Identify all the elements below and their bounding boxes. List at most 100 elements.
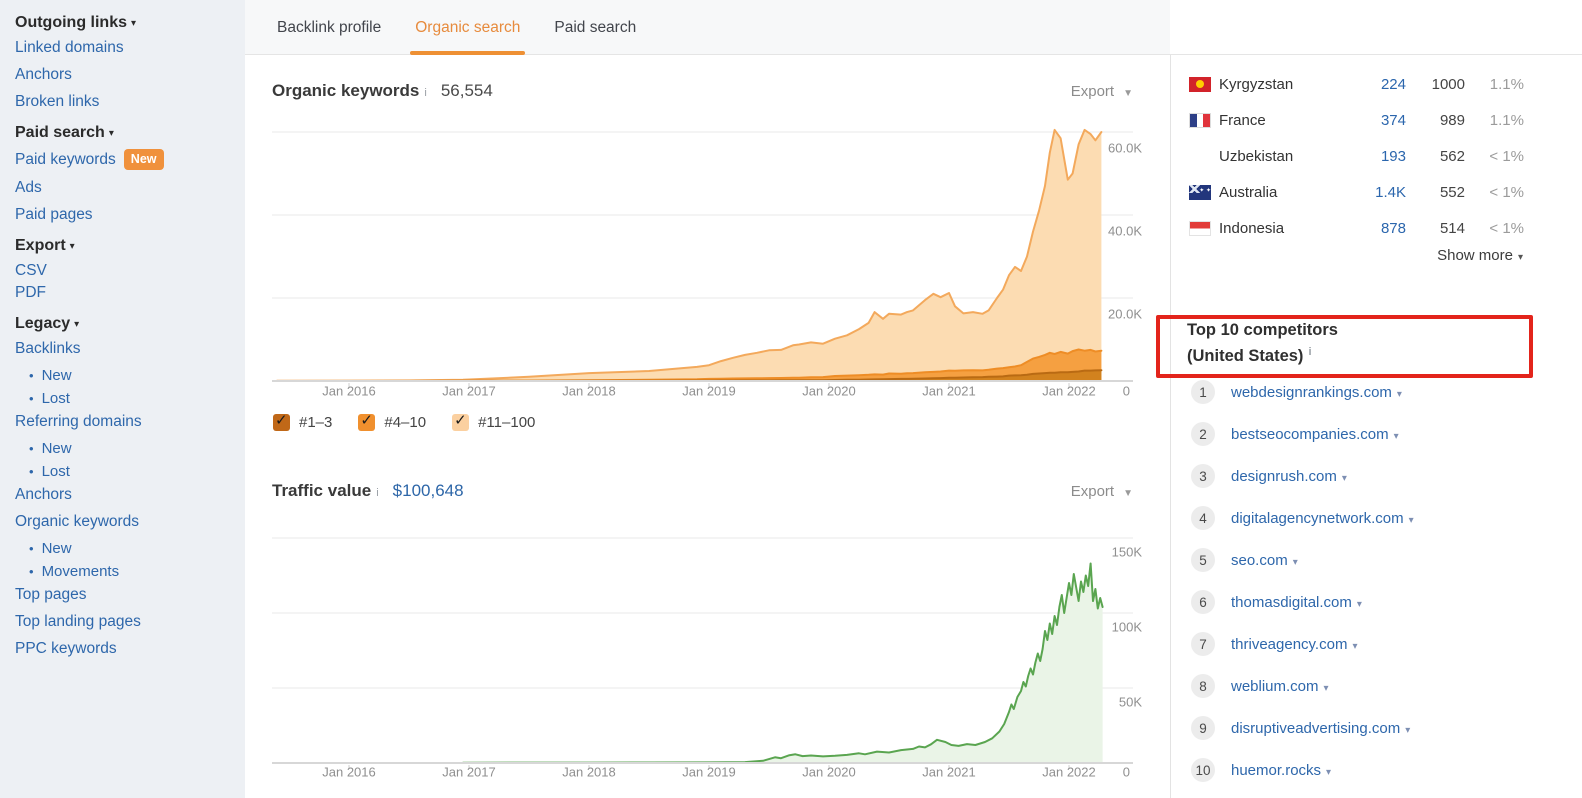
country-keywords-link[interactable]: 224 xyxy=(1380,75,1406,93)
country-flag-icon xyxy=(1189,112,1211,128)
chevron-down-icon: ▾ xyxy=(131,18,137,29)
country-keywords-link[interactable]: 878 xyxy=(1380,219,1406,237)
competitor-domain-link[interactable]: seo.com ▾ xyxy=(1231,552,1298,569)
svg-text:60.0K: 60.0K xyxy=(1108,140,1142,155)
sidebar-item[interactable]: PDF xyxy=(15,284,235,302)
organic-keywords-header: Organic keywords i 56,554 Export ▼ xyxy=(272,81,1133,101)
show-more-button[interactable]: Show more ▾ xyxy=(1437,247,1523,264)
legend-checkbox-item[interactable]: #4–10 xyxy=(358,411,426,431)
organic-keywords-value: 56,554 xyxy=(440,81,493,100)
competitor-domain-link[interactable]: thomasdigital.com ▾ xyxy=(1231,594,1362,611)
competitors-title: Top 10 competitors (United States) i xyxy=(1187,319,1338,367)
sidebar-subitem[interactable]: • Lost xyxy=(15,390,235,408)
sidebar-item[interactable]: Anchors xyxy=(15,486,235,504)
competitor-domain-link[interactable]: huemor.rocks ▾ xyxy=(1231,762,1331,779)
traffic-value-amount: $100,648 xyxy=(392,481,464,500)
country-keywords-link[interactable]: 374 xyxy=(1380,111,1406,129)
competitor-domain-link[interactable]: disruptiveadvertising.com ▾ xyxy=(1231,720,1410,737)
sidebar-item-label: Broken links xyxy=(15,93,100,110)
country-keywords-link[interactable]: 1.4K xyxy=(1375,183,1406,201)
competitor-row: 5 seo.com ▾ xyxy=(1171,539,1582,581)
legend-label: #1–3 xyxy=(299,414,333,431)
chevron-down-icon: ▾ xyxy=(1405,724,1411,736)
bullet-icon: • xyxy=(29,368,34,383)
chevron-down-icon: ▾ xyxy=(69,241,75,252)
country-keywords-link[interactable]: 193 xyxy=(1380,147,1406,165)
competitor-domain-link[interactable]: webdesignrankings.com ▾ xyxy=(1231,384,1402,401)
country-name: France xyxy=(1219,111,1266,129)
svg-text:Jan 2019: Jan 2019 xyxy=(682,764,736,779)
competitor-rank-badge: 9 xyxy=(1191,716,1215,740)
country-name: Indonesia xyxy=(1219,219,1285,237)
tab[interactable]: Backlink profile xyxy=(272,0,386,55)
sidebar-section-header[interactable]: Paid search ▾ xyxy=(15,124,235,142)
sidebar-item[interactable]: Broken links xyxy=(15,93,235,111)
bullet-icon: • xyxy=(29,541,34,556)
checkbox-checked-icon[interactable] xyxy=(452,411,470,431)
sidebar-subitem[interactable]: • Lost xyxy=(15,463,235,481)
country-name: Kyrgyzstan xyxy=(1219,75,1294,93)
bullet-icon: • xyxy=(29,391,34,406)
competitor-domain-link[interactable]: digitalagencynetwork.com ▾ xyxy=(1231,510,1414,527)
sidebar-subitem[interactable]: • New xyxy=(15,540,235,558)
sidebar-item-label: CSV xyxy=(15,262,47,279)
sidebar-section-header[interactable]: Legacy ▾ xyxy=(15,315,235,333)
country-flag-icon xyxy=(1189,76,1211,92)
competitor-domain-text: disruptiveadvertising.com xyxy=(1231,719,1401,737)
country-traffic: 989 xyxy=(1439,111,1465,129)
legend-checkbox-item[interactable]: #11–100 xyxy=(452,411,536,431)
sidebar-item[interactable]: Paid keywords New xyxy=(15,149,235,170)
competitor-domain-link[interactable]: weblium.com ▾ xyxy=(1231,678,1329,695)
sidebar-subitem[interactable]: • New xyxy=(15,440,235,458)
sidebar-section-header[interactable]: Export ▾ xyxy=(15,237,235,255)
competitor-domain-link[interactable]: thriveagency.com ▾ xyxy=(1231,636,1357,653)
sidebar-item[interactable]: Organic keywords xyxy=(15,513,235,531)
sidebar-item[interactable]: Backlinks xyxy=(15,340,235,358)
tab[interactable]: Paid search xyxy=(549,0,641,55)
sidebar-item-label: Anchors xyxy=(15,66,72,83)
competitors-title-line1: Top 10 competitors xyxy=(1187,321,1338,339)
sidebar-item[interactable]: PPC keywords xyxy=(15,640,235,658)
sidebar-item[interactable]: Top landing pages xyxy=(15,613,235,631)
competitor-row: 8 weblium.com ▾ xyxy=(1171,665,1582,707)
chevron-down-icon: ▼ xyxy=(1123,88,1133,99)
sidebar-item[interactable]: CSV xyxy=(15,262,235,280)
legend-label: #11–100 xyxy=(478,414,536,431)
tabs: Backlink profile Organic search Paid sea… xyxy=(272,0,641,55)
chevron-down-icon: ▾ xyxy=(1341,472,1347,484)
sidebar-item[interactable]: Referring domains xyxy=(15,413,235,431)
competitor-domain-text: thomasdigital.com xyxy=(1231,593,1352,611)
competitor-domain-text: weblium.com xyxy=(1231,677,1319,695)
tab-bar: Backlink profile Organic search Paid sea… xyxy=(245,0,1582,55)
competitor-rank-badge: 3 xyxy=(1191,464,1215,488)
country-share: < 1% xyxy=(1489,183,1524,201)
sidebar-subitem[interactable]: • Movements xyxy=(15,563,235,581)
sidebar-subitem[interactable]: • New xyxy=(15,367,235,385)
export-label: Export xyxy=(1070,483,1115,500)
sidebar-item[interactable]: Paid pages xyxy=(15,206,235,224)
sidebar-item[interactable]: Anchors xyxy=(15,66,235,84)
checkbox-checked-icon[interactable] xyxy=(273,411,290,431)
export-button[interactable]: Export ▼ xyxy=(1071,83,1133,100)
export-button[interactable]: Export ▼ xyxy=(1071,483,1133,500)
checkbox-checked-icon[interactable] xyxy=(358,411,376,431)
svg-text:100K: 100K xyxy=(1112,619,1143,634)
competitor-row: 6 thomasdigital.com ▾ xyxy=(1171,581,1582,623)
competitor-rank-badge: 6 xyxy=(1191,590,1215,614)
sidebar-item[interactable]: Ads xyxy=(15,179,235,197)
sidebar-item[interactable]: Top pages xyxy=(15,586,235,604)
sidebar-section-label: Outgoing links xyxy=(15,14,127,31)
competitor-domain-link[interactable]: designrush.com ▾ xyxy=(1231,468,1347,485)
sidebar-item-label: Paid keywords xyxy=(15,151,116,168)
svg-text:20.0K: 20.0K xyxy=(1108,306,1142,321)
sidebar-section-label: Paid search xyxy=(15,124,105,141)
sidebar-item[interactable]: Linked domains xyxy=(15,39,235,57)
competitor-domain-link[interactable]: bestseocompanies.com ▾ xyxy=(1231,426,1399,443)
country-share: 1.1% xyxy=(1489,75,1524,93)
competitor-rank-badge: 10 xyxy=(1191,758,1215,782)
svg-text:0: 0 xyxy=(1123,764,1130,779)
tab[interactable]: Organic search xyxy=(410,0,526,55)
chevron-down-icon: ▼ xyxy=(1123,488,1133,499)
legend-checkbox-item[interactable]: #1–3 xyxy=(273,411,333,431)
sidebar-section-header[interactable]: Outgoing links ▾ xyxy=(15,14,235,32)
